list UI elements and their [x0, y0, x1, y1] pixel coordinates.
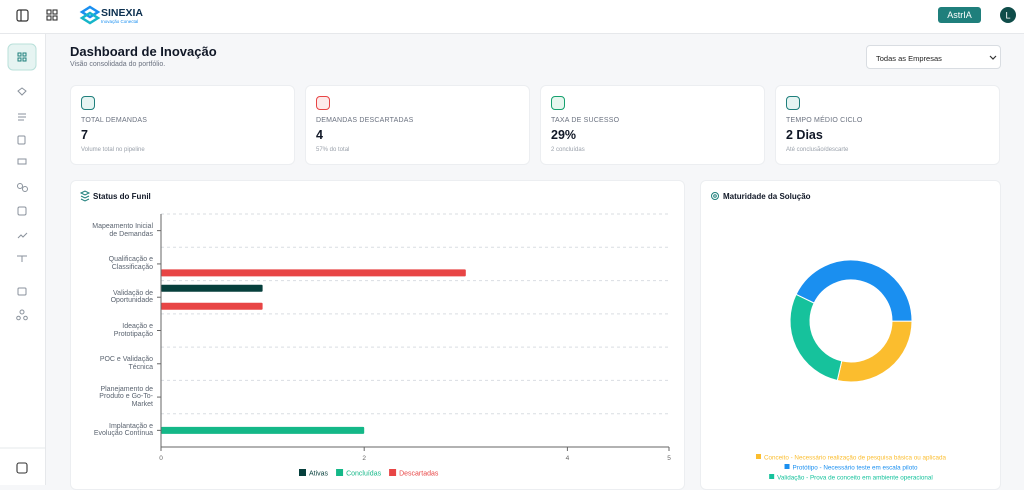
- x-tick-label: 0: [159, 455, 163, 462]
- kpi-card: TOTAL DEMANDAS 7 Volume total no pipeline: [70, 85, 295, 165]
- legend-label: Protótipo - Necessário teste em escala p…: [793, 465, 918, 472]
- chart-title: Maturidade da Solução: [723, 192, 811, 201]
- sidebar: [0, 34, 46, 485]
- chevron: [989, 55, 997, 60]
- legend-swatch: [769, 474, 775, 479]
- x-tick-label: 4: [566, 455, 570, 462]
- top-bar-icons: SINEXIA Inovação Conectal AstrIA L: [16, 5, 1016, 25]
- y-tick-label: Ideação e Prototipação: [113, 323, 153, 338]
- legend-swatch: [784, 464, 790, 469]
- legend-swatch: [755, 454, 761, 459]
- bar: [161, 426, 365, 434]
- maturity-chart: Maturidade da Solução Conceito - Necessá…: [711, 192, 947, 482]
- kpi-label: TOTAL DEMANDAS: [81, 117, 148, 124]
- avatar-initial: L: [1005, 11, 1010, 21]
- kpi-label: TEMPO MÉDIO CICLO: [786, 117, 863, 124]
- kpi-label: DEMANDAS DESCARTADAS: [316, 117, 414, 124]
- funnel-card: Status do Funil 0 2 4 5 Ativas Concluídas Desc…: [70, 180, 685, 490]
- kpi-note: 57% do total: [316, 147, 350, 153]
- kpi-icon: [786, 96, 800, 110]
- funnel-chart: Status do Funil 0 2 4 5 Ativas Concluídas Desc…: [79, 190, 671, 478]
- assistant-button-label: AstrIA: [947, 10, 972, 20]
- x-tick-label: 5: [667, 455, 671, 462]
- collapse-button[interactable]: [16, 462, 28, 474]
- kpi-card: DEMANDAS DESCARTADAS 4 57% do total: [305, 85, 530, 165]
- y-tick-label: Implantação e Evolução Contínua: [93, 422, 153, 438]
- kpi-card: TEMPO MÉDIO CICLO 2 Dias Até conclusão/des…: [775, 85, 1000, 165]
- kpi-note: 2 concluídas: [551, 147, 585, 153]
- donut-segment: [836, 320, 913, 383]
- page-title: Dashboard de Inovação: [70, 44, 217, 59]
- nav-dashboard-icon: [17, 52, 27, 62]
- kpi-value: 7: [81, 128, 88, 142]
- y-tick-label: Planejamento de Produto e Go-To-Market: [99, 385, 153, 408]
- y-tick-label: Validação de Oportunidade: [110, 289, 153, 305]
- top-bar: SINEXIA Inovação Conectal AstrIA L: [0, 0, 1024, 34]
- legend-label: Ativas: [309, 471, 329, 478]
- kpi-icon: [551, 96, 565, 110]
- kpi-icon: [316, 96, 330, 110]
- brand: SINEXIA: [101, 7, 143, 19]
- legend-swatch: [389, 469, 397, 476]
- page-subtitle: Visão consolidada do portfólio.: [70, 61, 166, 68]
- donut-segment: [795, 259, 913, 322]
- legend-swatch: [299, 469, 306, 476]
- kpi-card: TAXA DE SUCESSO 29% 2 concluídas: [540, 85, 765, 165]
- kpi-value: 29%: [551, 128, 577, 142]
- nav-items[interactable]: [16, 87, 28, 321]
- legend-label: Validação - Prova de conceito em ambient…: [777, 475, 933, 482]
- legend-swatch: [336, 469, 344, 476]
- funnel-title-icon: [79, 190, 91, 202]
- apps-icon[interactable]: [46, 9, 58, 21]
- assistant-button[interactable]: [938, 7, 981, 23]
- x-tick-label: 2: [362, 455, 366, 462]
- donut-segment: [789, 293, 843, 382]
- y-tick-label: POC e Validação Técnica: [99, 356, 153, 371]
- legend-label: Conceito - Necessário realização de pesq…: [764, 455, 947, 462]
- kpi-value: 2 Dias: [786, 128, 823, 142]
- sidebar-icons: [0, 43, 46, 474]
- logo: SINEXIA Inovação Conectal: [79, 5, 143, 25]
- maturity-card: Maturidade da Solução Conceito - Necessá…: [700, 180, 1001, 490]
- nav-dashboard[interactable]: [7, 43, 37, 71]
- kpi-note: Volume total no pipeline: [81, 147, 145, 153]
- kpi-note: Até conclusão/descarte: [786, 147, 849, 153]
- bar: [161, 302, 263, 310]
- legend-label: Descartadas: [399, 471, 439, 478]
- kpi-value: 4: [316, 128, 323, 142]
- chart-title: Status do Funil: [93, 192, 151, 201]
- kpi-label: TAXA DE SUCESSO: [551, 117, 620, 124]
- company-filter-label: Todas as Empresas: [876, 54, 942, 63]
- company-filter[interactable]: Todas as Empresas: [866, 45, 1001, 69]
- kpi-icon: [81, 96, 95, 110]
- bar: [161, 284, 263, 292]
- avatar[interactable]: [1000, 7, 1016, 23]
- brand-tagline: Inovação Conectal: [101, 19, 138, 24]
- maturity-title-icon: [711, 192, 719, 200]
- y-tick-label: Qualificação e Classificação: [108, 256, 153, 272]
- sidebar-toggle[interactable]: [16, 9, 29, 22]
- legend-label: Concluídas: [346, 471, 382, 478]
- bar: [161, 269, 466, 277]
- y-tick-label: Mapeamento Inicial de Demandas: [92, 223, 153, 238]
